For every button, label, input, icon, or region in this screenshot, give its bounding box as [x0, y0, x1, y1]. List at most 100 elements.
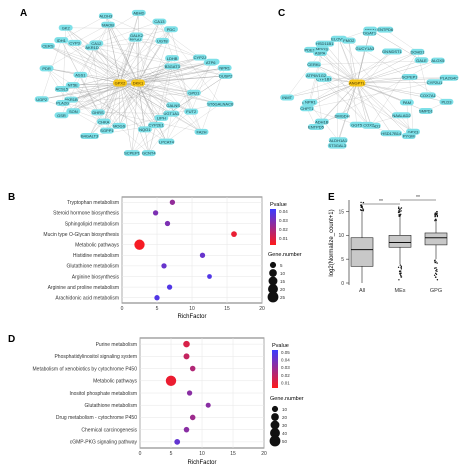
network-edge	[96, 43, 139, 84]
outlier-point	[435, 211, 438, 213]
network-node	[418, 108, 433, 115]
network-node	[388, 48, 403, 55]
network-node	[349, 121, 364, 128]
category-label: cGMP-PKG signaling pathway	[70, 440, 138, 446]
network-node-label: NT5E	[68, 83, 79, 88]
network-edge	[137, 82, 221, 105]
network-node-label: CYP2E1	[149, 123, 165, 128]
network-edge	[74, 24, 109, 44]
outlier-point	[435, 276, 437, 278]
x-tick-label: 10	[199, 451, 205, 457]
outlier-point	[435, 219, 438, 221]
panel-d-dotplot: D Purine metabolism Phosphatidylinositol …	[8, 334, 304, 466]
size-legend-label: 20	[282, 415, 288, 420]
network-edge	[136, 35, 157, 126]
network-node	[65, 82, 80, 89]
pvalue-tick-label: 0.04	[281, 358, 290, 363]
y-tick-label: 0	[341, 281, 344, 287]
network-node-label: COX7A1	[420, 93, 437, 98]
network-node	[101, 21, 116, 28]
network-node	[55, 99, 70, 106]
network-edge	[287, 52, 321, 98]
network-node-label: PLA2G	[56, 101, 69, 106]
panel-c-network: C PLD3 COX7A1 SMPD1 PAM GPX3 NAALAD2 PYGMHSD17…	[278, 8, 459, 149]
network-node	[131, 9, 146, 16]
network-node	[439, 74, 459, 81]
size-legend-label: 10	[282, 407, 288, 412]
category-label: Glutathione metabolism	[84, 403, 137, 409]
network-edge	[119, 82, 145, 130]
network-node-label: AKR1D	[85, 45, 98, 50]
outlier-point	[361, 205, 363, 207]
network-node-label: PLA2G4C	[440, 75, 458, 80]
network-node	[218, 72, 233, 79]
network-edge	[137, 82, 149, 154]
network-edge	[97, 61, 213, 113]
panel-d-category-labels: Purine metabolism Phosphatidylinositol si…	[33, 342, 138, 446]
panel-b-pvalue-ticks: 0.04 0.03 0.02 0.01	[279, 209, 288, 241]
network-node	[66, 108, 81, 115]
outlier-point	[359, 209, 362, 211]
network-node	[137, 126, 152, 133]
network-node-label: UGT1A1	[164, 111, 180, 116]
network-node	[58, 24, 73, 31]
x-category-label: MEs	[395, 288, 406, 294]
network-node-label: ADH1B	[315, 119, 329, 124]
network-node	[341, 37, 356, 44]
network-node	[73, 71, 88, 78]
data-point	[205, 402, 211, 408]
network-edge	[193, 67, 225, 93]
network-node	[165, 55, 180, 62]
network-node-label: GALNS	[166, 103, 180, 108]
network-edge	[119, 82, 149, 154]
panel-e-boxplot: E 0 5 10 15 log2(Normalize_count+1) All MEs G…	[328, 192, 448, 294]
outlier-point	[362, 209, 365, 211]
outlier-point	[434, 267, 436, 269]
network-edge	[61, 88, 104, 122]
network-edge	[310, 51, 396, 103]
network-node	[307, 123, 325, 130]
network-node-label: CERKL	[307, 62, 321, 67]
pvalue-tick-label: 0.02	[281, 373, 290, 378]
size-legend-label: 10	[280, 271, 286, 276]
network-node-label: ALDH3	[99, 13, 113, 18]
data-point	[165, 375, 177, 386]
network-node-label: SGPP1	[100, 128, 114, 133]
network-edge	[306, 82, 435, 109]
network-node-label: ALDH1A1	[329, 138, 348, 143]
network-node	[414, 57, 429, 64]
network-edge	[98, 112, 172, 114]
outlier-point	[399, 214, 401, 217]
network-edge	[92, 40, 163, 48]
x-tick-label: 20	[259, 306, 265, 312]
network-node	[419, 92, 436, 99]
network-node-label: NAALAD2	[392, 113, 411, 118]
network-edge	[61, 15, 106, 41]
size-legend-label: 50	[282, 439, 288, 444]
network-node	[206, 100, 234, 107]
category-label: Chemical carcinogenesis	[81, 427, 137, 433]
size-legend-dot	[268, 276, 278, 286]
network-node-label: NPR1	[219, 65, 230, 70]
network-edge	[119, 57, 200, 84]
network-edge	[137, 58, 173, 84]
data-point	[183, 340, 190, 348]
panel-d-xlabel: RichFactor	[187, 460, 216, 466]
significance-label: **	[379, 199, 383, 205]
network-node-label: CYP2U1	[427, 80, 443, 85]
outlier-point	[360, 201, 362, 204]
network-edge	[371, 51, 418, 126]
network-node-label: LDHB	[167, 56, 178, 61]
network-edge	[91, 47, 139, 84]
network-node-label: ACSL5	[55, 87, 68, 92]
network-edge	[324, 43, 358, 84]
category-label: Glutathione metabolism	[66, 264, 119, 270]
network-edge	[172, 66, 192, 112]
network-node-label: INMT	[282, 95, 292, 100]
network-node	[392, 112, 411, 119]
network-edge	[119, 12, 139, 84]
outlier-point	[360, 204, 363, 206]
network-node	[184, 108, 199, 115]
network-node-label: PDC	[167, 27, 176, 32]
network-node-label: SCPEP1	[124, 151, 141, 156]
